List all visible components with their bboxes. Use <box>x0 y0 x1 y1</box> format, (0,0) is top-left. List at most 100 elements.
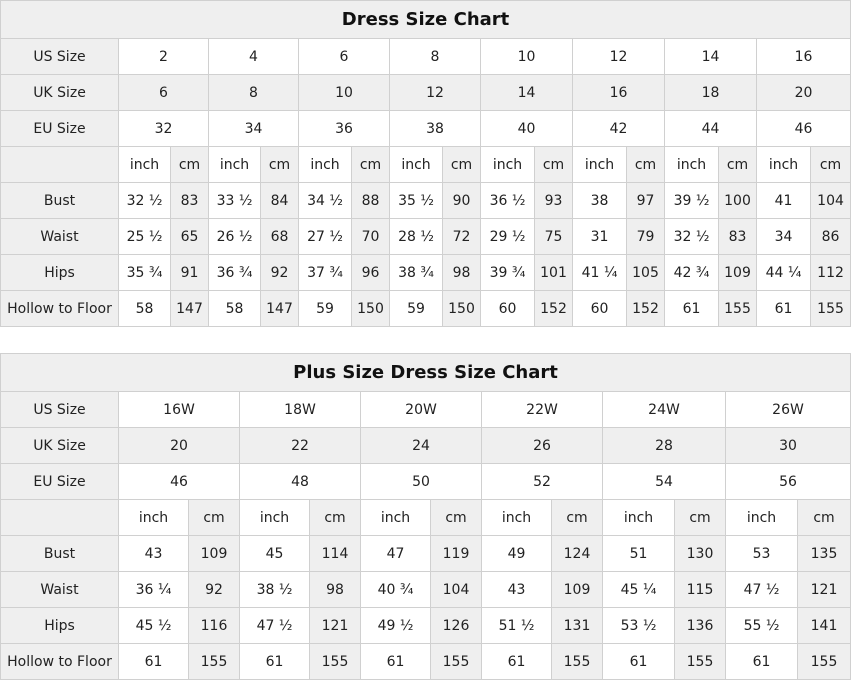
row-label: Bust <box>0 182 119 219</box>
row-label: Hips <box>0 607 119 644</box>
inch-cell: 49 ½ <box>360 607 431 644</box>
size-cell: 56 <box>724 463 851 500</box>
cm-cell: 152 <box>534 290 573 327</box>
size-cell: 8 <box>208 74 299 111</box>
title-row: Dress Size Chart <box>0 0 851 39</box>
inch-cell: 61 <box>756 290 811 327</box>
cm-cell: 83 <box>170 182 209 219</box>
size-cell: 10 <box>480 38 573 75</box>
inch-cell: 25 ½ <box>118 218 171 255</box>
unit-cm: cm <box>309 499 361 536</box>
cm-cell: 109 <box>718 254 757 291</box>
unit-cm: cm <box>796 499 851 536</box>
size-cell: 2 <box>118 38 209 75</box>
inch-cell: 49 <box>481 535 552 572</box>
measure-row: Bust 32 ½ 83 33 ½ 84 34 ½ 88 35 ½ 90 36 ½ 93 38 97 39… <box>0 182 851 219</box>
size-cell: 26 <box>481 427 603 464</box>
size-cell: 10 <box>298 74 390 111</box>
cm-cell: 152 <box>626 290 665 327</box>
measure-row: Hollow to Floor 61 155 61 155 61 155 61 155 61 155… <box>0 643 851 680</box>
unit-cm: cm <box>534 146 573 183</box>
size-cell: 30 <box>724 427 851 464</box>
row-label: Hollow to Floor <box>0 643 119 680</box>
size-cell: 16 <box>755 38 851 75</box>
size-cell: 18W <box>239 391 361 428</box>
unit-inch: inch <box>208 146 261 183</box>
measure-row: Bust 43 109 45 114 47 119 49 124 51 130 53 135 <box>0 535 851 572</box>
size-cell: 54 <box>602 463 726 500</box>
inch-cell: 40 ¾ <box>360 571 431 608</box>
unit-cm: cm <box>809 146 851 183</box>
plus-size-dress-size-chart-table: Plus Size Dress Size Chart US Size 16W 18W 2… <box>0 353 851 680</box>
cm-cell: 91 <box>170 254 209 291</box>
cm-cell: 130 <box>674 535 726 572</box>
unit-inch: inch <box>360 499 431 536</box>
inch-cell: 60 <box>572 290 627 327</box>
inch-cell: 61 <box>118 643 189 680</box>
cm-cell: 88 <box>351 182 390 219</box>
size-cell: 20 <box>118 427 240 464</box>
size-row: US Size 2 4 6 8 10 12 14 16 <box>0 38 851 75</box>
measure-row: Waist 25 ½ 65 26 ½ 68 27 ½ 70 28 ½ 72 29 ½ 75 31 79 3… <box>0 218 851 255</box>
inch-cell: 37 ¾ <box>298 254 352 291</box>
size-cell: 4 <box>208 38 299 75</box>
size-cell: 32 <box>118 110 209 147</box>
inch-cell: 29 ½ <box>480 218 535 255</box>
cm-cell: 155 <box>809 290 851 327</box>
row-label-empty <box>0 146 119 183</box>
cm-cell: 101 <box>534 254 573 291</box>
inch-cell: 47 ½ <box>725 571 798 608</box>
inch-cell: 36 ¾ <box>208 254 261 291</box>
size-cell: 20 <box>755 74 851 111</box>
unit-inch: inch <box>239 499 310 536</box>
size-cell: 52 <box>481 463 603 500</box>
size-cell: 40 <box>480 110 573 147</box>
cm-cell: 68 <box>260 218 299 255</box>
cm-cell: 126 <box>430 607 482 644</box>
cm-cell: 96 <box>351 254 390 291</box>
unit-inch: inch <box>572 146 627 183</box>
size-cell: 6 <box>118 74 209 111</box>
inch-cell: 42 ¾ <box>664 254 719 291</box>
size-cell: 16W <box>118 391 240 428</box>
inch-cell: 44 ¼ <box>756 254 811 291</box>
inch-cell: 59 <box>298 290 352 327</box>
size-cell: 48 <box>239 463 361 500</box>
inch-cell: 53 <box>725 535 798 572</box>
inch-cell: 38 ½ <box>239 571 310 608</box>
cm-cell: 147 <box>260 290 299 327</box>
size-cell: 18 <box>664 74 757 111</box>
inch-cell: 36 ¼ <box>118 571 189 608</box>
inch-cell: 35 ¾ <box>118 254 171 291</box>
measure-row: Hollow to Floor 58 147 58 147 59 150 59 150 60 152… <box>0 290 851 327</box>
cm-cell: 121 <box>796 571 851 608</box>
inch-cell: 43 <box>118 535 189 572</box>
unit-cm: cm <box>188 499 240 536</box>
unit-inch: inch <box>118 146 171 183</box>
size-cell: 22 <box>239 427 361 464</box>
cm-cell: 119 <box>430 535 482 572</box>
inch-cell: 36 ½ <box>480 182 535 219</box>
unit-inch: inch <box>664 146 719 183</box>
size-cell: 36 <box>298 110 390 147</box>
inch-cell: 43 <box>481 571 552 608</box>
cm-cell: 155 <box>309 643 361 680</box>
inch-cell: 61 <box>360 643 431 680</box>
cm-cell: 114 <box>309 535 361 572</box>
inch-cell: 32 ½ <box>118 182 171 219</box>
unit-inch: inch <box>298 146 352 183</box>
size-row: UK Size 20 22 24 26 28 30 <box>0 427 851 464</box>
title-row: Plus Size Dress Size Chart <box>0 353 851 392</box>
cm-cell: 155 <box>188 643 240 680</box>
inch-cell: 32 ½ <box>664 218 719 255</box>
size-cell: 46 <box>755 110 851 147</box>
size-cell: 46 <box>118 463 240 500</box>
size-cell: 38 <box>389 110 481 147</box>
row-label: UK Size <box>0 427 119 464</box>
inch-cell: 58 <box>208 290 261 327</box>
size-cell: 34 <box>208 110 299 147</box>
inch-cell: 34 ½ <box>298 182 352 219</box>
row-label: Hips <box>0 254 119 291</box>
inch-cell: 28 ½ <box>389 218 443 255</box>
